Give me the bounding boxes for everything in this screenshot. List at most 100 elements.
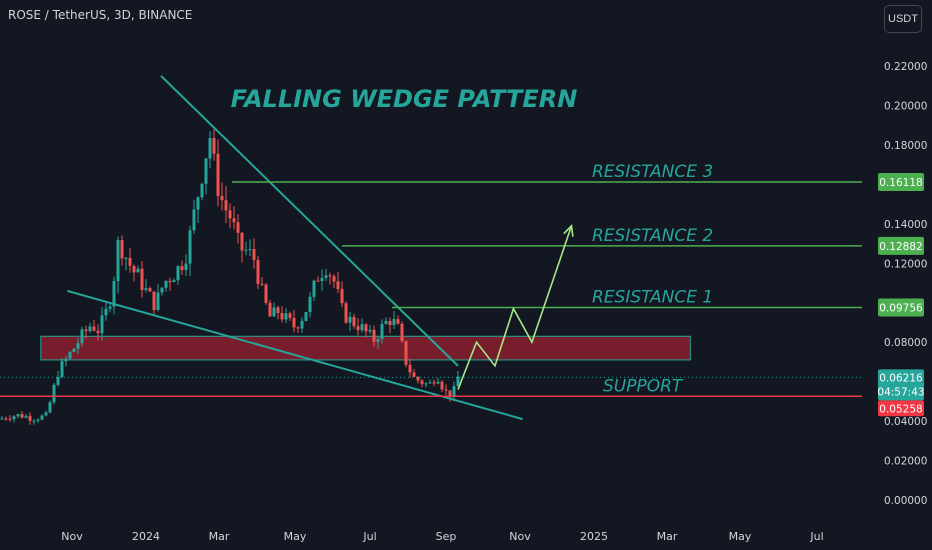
candle-body bbox=[28, 416, 32, 421]
currency-button[interactable]: USDT bbox=[884, 5, 922, 33]
last-price-tag bbox=[878, 369, 924, 401]
candle-body bbox=[324, 275, 328, 278]
candle-body bbox=[308, 296, 312, 312]
candle-body bbox=[364, 324, 368, 332]
candle-body bbox=[440, 381, 444, 390]
resistance-price-tag bbox=[878, 298, 924, 317]
candle-body bbox=[368, 329, 372, 332]
candle-body bbox=[152, 291, 156, 310]
candle-body bbox=[312, 280, 316, 297]
candle-body bbox=[100, 315, 104, 334]
candle-body bbox=[44, 412, 48, 416]
symbol-title: ROSE / TetherUS, 3D, BINANCE bbox=[8, 8, 193, 22]
candle-body bbox=[104, 308, 108, 316]
lines-layer bbox=[0, 75, 862, 421]
candle-body bbox=[136, 268, 140, 273]
candle-body bbox=[444, 389, 448, 391]
pattern-title: FALLING WEDGE PATTERN bbox=[231, 85, 578, 113]
support-label: SUPPORT bbox=[603, 376, 684, 396]
candle-body bbox=[40, 415, 44, 420]
candle-body bbox=[240, 232, 244, 251]
candle-body bbox=[416, 376, 420, 381]
candle-body bbox=[148, 288, 152, 292]
candle-body bbox=[236, 222, 240, 233]
candle-body bbox=[140, 268, 144, 290]
candle-body bbox=[448, 390, 452, 398]
candle-body bbox=[176, 266, 180, 281]
candle-body bbox=[212, 138, 216, 154]
candle-body bbox=[220, 195, 224, 201]
candle-body bbox=[36, 419, 40, 421]
candle-body bbox=[32, 420, 36, 422]
candle-body bbox=[336, 281, 340, 290]
x-tick-label: Mar bbox=[209, 530, 230, 543]
resistance-price-label: 0.12882 bbox=[879, 241, 922, 253]
x-tick-label: Sep bbox=[436, 530, 457, 543]
candle-body bbox=[352, 316, 356, 327]
candle-body bbox=[340, 289, 344, 304]
candle-body bbox=[424, 383, 428, 385]
candle-body bbox=[20, 414, 24, 418]
candle-body bbox=[12, 416, 16, 420]
candle-layer bbox=[0, 129, 460, 425]
candle-body bbox=[328, 275, 332, 277]
candle-body bbox=[88, 326, 92, 331]
candle-body bbox=[68, 351, 72, 359]
candle-body bbox=[356, 326, 360, 331]
x-tick-label: 2025 bbox=[580, 530, 608, 543]
candle-body bbox=[92, 326, 96, 331]
candle-body bbox=[108, 306, 112, 309]
wedge-upper-line bbox=[160, 75, 459, 367]
candle-body bbox=[320, 277, 324, 282]
candle-body bbox=[164, 280, 168, 288]
candle-body bbox=[392, 319, 396, 325]
candle-body bbox=[180, 266, 184, 271]
candle-body bbox=[348, 316, 352, 323]
candle-body bbox=[252, 249, 256, 260]
candle-body bbox=[412, 372, 416, 377]
candle-body bbox=[16, 414, 20, 417]
x-tick-label: Nov bbox=[509, 530, 531, 543]
candle-body bbox=[300, 320, 304, 329]
candle-body bbox=[428, 382, 432, 384]
resistance-price-tag bbox=[878, 173, 924, 192]
projection-path bbox=[457, 225, 573, 390]
candle-body bbox=[216, 153, 220, 196]
candle-body bbox=[292, 317, 296, 328]
candle-body bbox=[64, 358, 68, 362]
candle-body bbox=[124, 257, 128, 259]
candle-body bbox=[8, 418, 12, 420]
candle-body bbox=[72, 348, 76, 352]
candle-body bbox=[296, 327, 300, 329]
candle-body bbox=[260, 283, 264, 285]
candle-body bbox=[332, 276, 336, 282]
x-tick-label: Jul bbox=[362, 530, 376, 543]
resistance-label: RESISTANCE 2 bbox=[592, 226, 713, 246]
x-tick-label: 2024 bbox=[132, 530, 160, 543]
candle-body bbox=[204, 158, 208, 184]
candle-body bbox=[192, 209, 196, 231]
candle-body bbox=[0, 418, 4, 420]
candle-body bbox=[120, 240, 124, 259]
candle-body bbox=[268, 302, 272, 317]
candle-body bbox=[4, 418, 8, 420]
candle-body bbox=[384, 320, 388, 324]
resistance-label: RESISTANCE 3 bbox=[592, 162, 713, 182]
candle-body bbox=[276, 307, 280, 313]
candle-body bbox=[256, 259, 260, 284]
y-tick-label: 0.04000 bbox=[884, 416, 927, 428]
last-price-label: 0.06216 bbox=[879, 372, 923, 384]
candle-body bbox=[272, 307, 276, 317]
candle-body bbox=[380, 323, 384, 340]
candle-body bbox=[224, 200, 228, 211]
y-tick-label: 0.00000 bbox=[884, 495, 927, 507]
candle-body bbox=[232, 218, 236, 223]
wedge-lower-line bbox=[67, 289, 523, 421]
x-tick-label: Mar bbox=[657, 530, 678, 543]
candle-body bbox=[404, 340, 408, 365]
candle-body bbox=[80, 329, 84, 344]
candle-body bbox=[228, 210, 232, 219]
candle-body bbox=[156, 292, 160, 310]
candle-body bbox=[168, 280, 172, 283]
